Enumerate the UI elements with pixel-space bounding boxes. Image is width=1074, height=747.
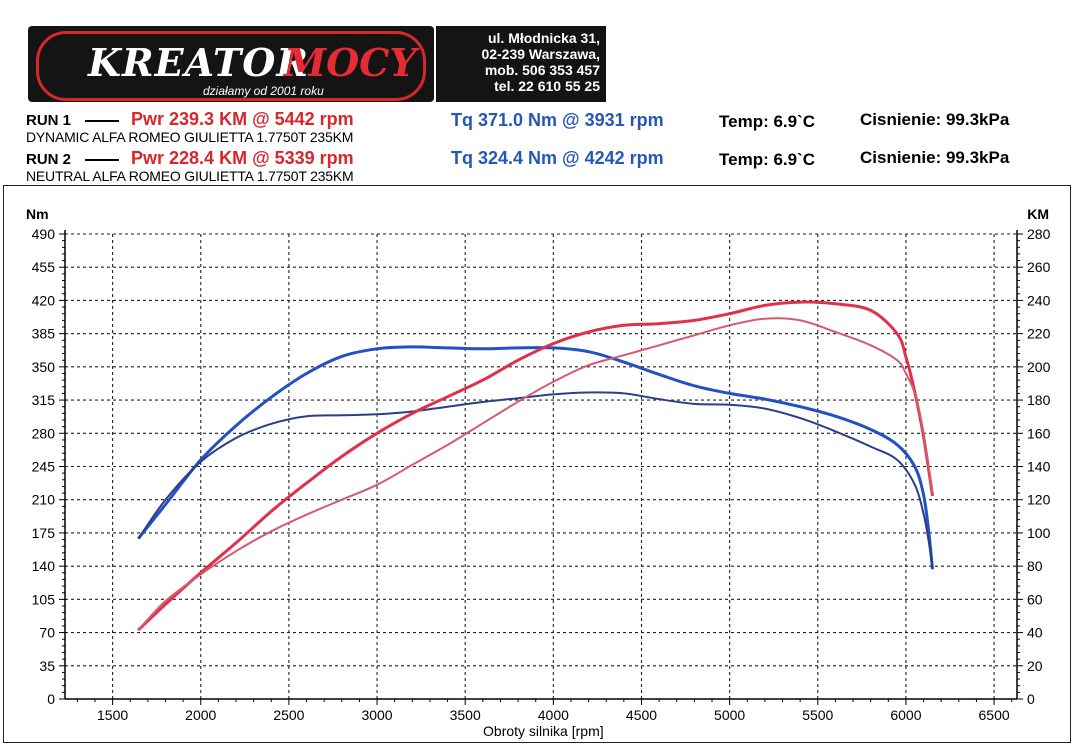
y-right-tick-label: 220 [1027, 326, 1051, 342]
run1-label: RUN 1 [26, 112, 72, 129]
run1-power-line [137, 300, 934, 631]
y-right-tick-label: 280 [1027, 226, 1051, 242]
y-left-tick-label: 70 [39, 625, 55, 641]
y-left-tick-label: 245 [32, 459, 56, 475]
address-phone: tel. 22 610 55 25 [494, 78, 600, 94]
run1-pressure: Cisnienie: 99.3kPa [860, 110, 1010, 129]
run2-description: NEUTRAL ALFA ROMEO GIULIETTA 1.7750T 235… [26, 168, 354, 184]
y-right-tick-label: 120 [1027, 492, 1051, 508]
run1-line-swatch [85, 119, 120, 122]
run1-header: RUN 1 Pwr 239.3 KM @ 5442 rpm [26, 109, 354, 130]
x-tick-label: 5000 [714, 707, 745, 723]
logo-word-mocy: MOCY [284, 40, 417, 85]
y-right-tick-label: 60 [1027, 591, 1043, 607]
y-right-tick-label: 200 [1027, 359, 1051, 375]
x-tick-label: 4500 [626, 707, 657, 723]
run2-temperature: Temp: 6.9`C [719, 150, 816, 169]
x-tick-label: 3500 [450, 707, 481, 723]
y-right-tick-label: 260 [1027, 259, 1051, 275]
y-left-tick-label: 105 [32, 591, 56, 607]
y-right-axis-label: KM [1027, 206, 1049, 222]
y-left-tick-label: 490 [32, 226, 56, 242]
address-mobile: mob. 506 353 457 [484, 62, 600, 78]
run2-label: RUN 2 [26, 151, 72, 168]
address-street: ul. Młodnicka 31, [487, 30, 600, 46]
x-tick-label: 4000 [538, 707, 569, 723]
dyno-chart-frame: 1500 2000 2500 3000 3500 4000 4500 5000 5500 6000… [3, 185, 1071, 743]
logo-word-kreator: KREATOR [88, 40, 309, 85]
y-left-tick-label: 315 [32, 392, 56, 408]
x-tick-label: 6000 [890, 707, 921, 723]
x-tick-label: 2500 [273, 707, 304, 723]
x-tick-label: 3000 [361, 707, 392, 723]
x-axis-label: Obroty silnika [rpm] [483, 723, 604, 739]
y-left-tick-label: 35 [39, 658, 55, 674]
run2-line-swatch [85, 158, 120, 161]
run2-torque-peak: Tq 324.4 Nm @ 4242 rpm [451, 148, 664, 168]
y-left-tick-label: 280 [32, 425, 56, 441]
x-tick-label: 2000 [185, 707, 216, 723]
x-tick-label: 1500 [97, 707, 128, 723]
x-tick-label: 5500 [802, 707, 833, 723]
y-left-axis-label: Nm [26, 206, 49, 222]
logo-slogan: działamy od 2001 roku [203, 84, 324, 98]
run1-power-peak: Pwr 239.3 KM @ 5442 rpm [131, 109, 354, 129]
y-left-tick-label: 420 [32, 292, 56, 308]
y-left-tick-label: 210 [32, 492, 56, 508]
y-left-tick-label: 385 [32, 326, 56, 342]
y-right-tick-label: 40 [1027, 625, 1043, 641]
run2-torque-line [138, 391, 934, 569]
y-right-tick-label: 240 [1027, 292, 1051, 308]
logo-frame [36, 31, 426, 101]
y-left-tick-label: 455 [32, 259, 56, 275]
y-left-tick-label: 350 [32, 359, 56, 375]
run1-torque-line [137, 345, 934, 570]
y-right-tick-label: 180 [1027, 392, 1051, 408]
y-right-tick-label: 0 [1027, 691, 1035, 707]
run2-power-line [138, 317, 934, 631]
y-right-tick-label: 160 [1027, 425, 1051, 441]
run1-description: DYNAMIC ALFA ROMEO GIULIETTA 1.7750T 235… [26, 129, 354, 145]
company-logo: KREATOR MOCY działamy od 2001 roku [28, 26, 434, 102]
run1-temperature: Temp: 6.9`C [719, 112, 816, 131]
y-right-tick-label: 80 [1027, 558, 1043, 574]
address-city: 02-239 Warszawa, [481, 46, 600, 62]
run1-torque-peak: Tq 371.0 Nm @ 3931 rpm [451, 110, 664, 130]
x-tick-label: 6500 [979, 707, 1010, 723]
run2-pressure: Cisnienie: 99.3kPa [860, 148, 1010, 167]
run2-header: RUN 2 Pwr 228.4 KM @ 5339 rpm [26, 148, 354, 169]
run2-power-peak: Pwr 228.4 KM @ 5339 rpm [131, 148, 354, 168]
dyno-chart: 1500 2000 2500 3000 3500 4000 4500 5000 5500 6000… [26, 206, 1051, 739]
y-right-tick-label: 20 [1027, 658, 1043, 674]
y-left-tick-label: 175 [32, 525, 56, 541]
y-left-tick-label: 140 [32, 558, 56, 574]
address-block: ul. Młodnicka 31, 02-239 Warszawa, mob. … [436, 26, 606, 102]
y-right-tick-label: 140 [1027, 459, 1051, 475]
y-right-tick-label: 100 [1027, 525, 1051, 541]
y-left-tick-label: 0 [47, 691, 55, 707]
